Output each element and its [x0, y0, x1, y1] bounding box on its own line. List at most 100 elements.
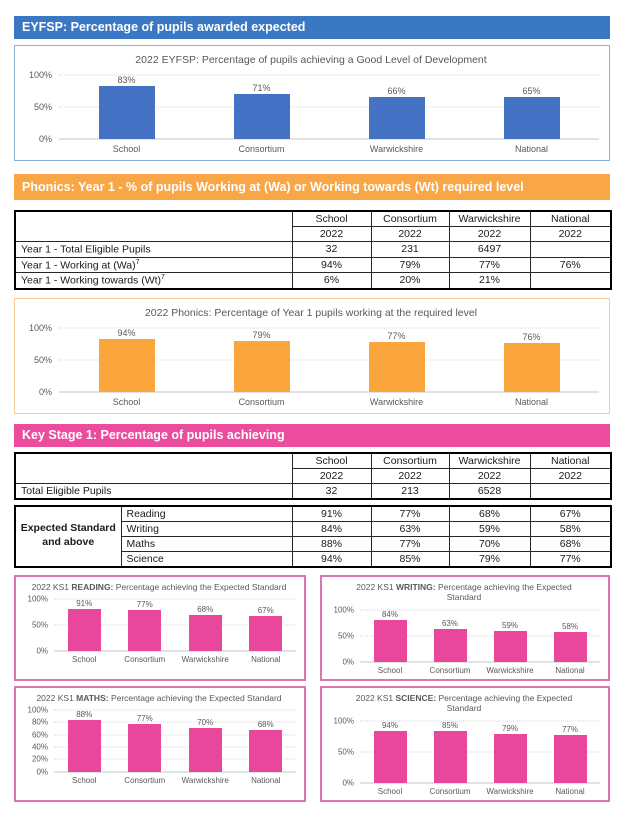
bar	[249, 615, 283, 651]
chart-title-text: 2022 KS1	[355, 692, 396, 703]
bar-value-label: 70%	[197, 718, 214, 728]
axis-baseline	[59, 391, 599, 392]
column-header: School	[291, 452, 372, 469]
plot-area: 94% 85% 79% 77%	[360, 720, 600, 784]
column-header: National	[529, 210, 612, 227]
chart-title-text: Percentage achieving the Expected Standa…	[435, 581, 572, 603]
y-axis: 0% 20% 40% 60% 80% 100%	[22, 705, 54, 776]
value-cell: 88%	[291, 535, 372, 552]
bar-value-label: 88%	[76, 709, 93, 719]
empty-corner-cell	[14, 210, 293, 242]
bar-group: 68%	[236, 710, 297, 772]
table-row: Science 94% 85% 79% 77%	[15, 550, 612, 567]
bar	[433, 629, 467, 662]
value-cell: 58%	[529, 520, 612, 537]
column-header: Warwickshire	[448, 452, 531, 469]
bar-group: 85%	[420, 721, 480, 783]
x-axis-label: Consortium	[124, 654, 166, 664]
gridline	[54, 734, 296, 736]
report-page: EYFSP: Percentage of pupils awarded expe…	[14, 16, 612, 802]
plot-area: 94% 79% 77% 76%	[59, 327, 599, 392]
phonics-chart-title: 2022 Phonics: Percentage of Year 1 pupil…	[23, 307, 599, 319]
year-cell: 2022	[291, 467, 372, 484]
bar-group: 66%	[329, 75, 464, 139]
bar-group: 68%	[175, 599, 236, 651]
plot-area: 91% 77% 68% 67%	[54, 598, 296, 651]
y-axis-tick: 60%	[31, 730, 48, 740]
gridline	[54, 624, 296, 625]
x-axis-label: Consortium	[238, 144, 285, 154]
x-axis-label: School	[377, 665, 403, 675]
x-axis-labels: School Consortium Warwickshire National	[54, 776, 296, 785]
table-header-row: School Consortium Warwickshire National	[14, 452, 612, 484]
value-cell	[529, 241, 612, 258]
value-cell: 85%	[370, 550, 450, 567]
chart-title-text: 2022 Phonics: Percentage of Year 1 pupil…	[144, 306, 478, 319]
y-axis-tick: 20%	[31, 754, 48, 764]
value-cell: 59%	[448, 520, 531, 537]
bar-value-label: 76%	[522, 331, 541, 342]
row-label: Year 1 - Working at (Wa)7	[14, 256, 293, 273]
bar-group: 70%	[175, 710, 236, 772]
chart-title-bold: READING:	[71, 581, 114, 592]
bar-value-label: 85%	[441, 721, 458, 730]
axis-baseline	[59, 138, 599, 140]
x-axis-label: National	[514, 144, 549, 154]
axis-baseline	[360, 782, 600, 784]
y-axis-tick: 50%	[337, 631, 354, 641]
y-axis-tick: 0%	[342, 778, 354, 788]
bar	[188, 728, 222, 772]
plot-area: 83% 71% 66% 65%	[59, 74, 599, 140]
x-axis-label: National	[251, 775, 281, 785]
chart-title-text: 2022 KS1	[36, 692, 77, 703]
table-year-row: 2022 2022 2022 2022	[15, 467, 612, 484]
eyfsp-chart-title: 2022 EYFSP: Percentage of pupils achievi…	[23, 54, 599, 66]
bar-value-label: 67%	[257, 605, 274, 615]
y-axis-tick: 50%	[33, 102, 52, 112]
chart-title-text: 2022 KS1	[31, 581, 72, 592]
x-axis-label: Warwickshire	[486, 787, 534, 796]
table-row: Year 1 - Working at (Wa)7 94% 79% 77% 76…	[14, 256, 612, 273]
bar	[128, 610, 162, 651]
bar-group: 79%	[480, 721, 540, 783]
bar	[67, 608, 101, 651]
bar	[493, 631, 527, 662]
chart-title-bold: SCIENCE:	[395, 692, 437, 703]
y-axis-tick: 0%	[342, 657, 354, 667]
bar	[503, 342, 560, 392]
y-axis-tick: 0%	[36, 767, 48, 777]
bar-group: 63%	[420, 610, 480, 662]
bar-value-label: 68%	[197, 605, 214, 615]
group-label-cell: Expected Standard and above	[14, 505, 122, 567]
row-label: Writing	[120, 520, 293, 537]
bar	[98, 86, 155, 139]
x-axis-label: Warwickshire	[486, 665, 534, 675]
value-cell: 77%	[529, 550, 612, 567]
y-axis-tick: 100%	[333, 716, 354, 726]
value-cell: 68%	[448, 505, 531, 522]
ks1-subjects-table: Expected Standard and above Reading 91% …	[14, 504, 612, 568]
bar	[67, 719, 101, 772]
ks1-section-header: Key Stage 1: Percentage of pupils achiev…	[14, 423, 610, 447]
y-axis-tick: 50%	[31, 620, 48, 629]
bar	[249, 729, 283, 772]
bar-value-label: 71%	[252, 82, 271, 93]
x-axis-labels: School Consortium Warwickshire National	[360, 666, 600, 675]
chart-body: 0% 50% 100% 94% 79% 77% 76%	[23, 323, 599, 397]
chart-title-bold: MATHS:	[76, 692, 109, 703]
bar	[128, 724, 162, 772]
x-axis-label: Consortium	[429, 665, 471, 675]
value-cell: 20%	[370, 272, 450, 289]
bar-group: 59%	[480, 610, 540, 662]
y-axis-tick: 0%	[36, 646, 48, 655]
chart-title-bold: WRITING:	[395, 581, 436, 592]
value-cell: 91%	[291, 505, 372, 522]
x-axis-label: Consortium	[429, 787, 471, 796]
bar-value-label: 77%	[136, 714, 153, 724]
ks1-reading-chart: 2022 KS1 READING: Percentage achieving t…	[14, 574, 306, 681]
ks1-charts-grid: 2022 KS1 READING: Percentage achieving t…	[14, 574, 610, 802]
table-row: Total Eligible Pupils 32 213 6528	[14, 482, 612, 499]
bar-group: 83%	[59, 75, 194, 139]
gridline	[54, 598, 296, 599]
gridline	[54, 746, 296, 748]
